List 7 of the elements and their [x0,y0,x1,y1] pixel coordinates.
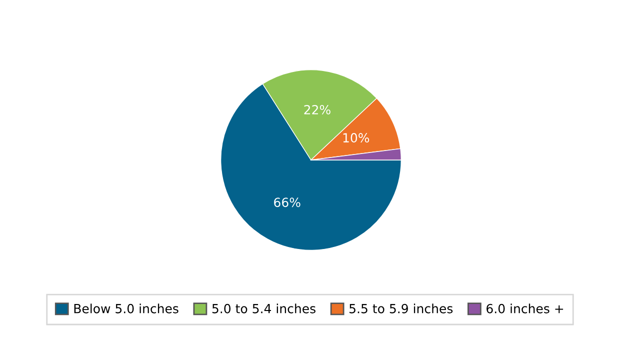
data-label: 66% [274,198,300,208]
data-label: 10% [343,133,370,143]
legend-label: 5.0 to 5.4 inches [212,304,316,314]
data-label: 22% [304,104,330,114]
legend-label: Below 5.0 inches [74,304,178,314]
legend-label: 6.0 inches + [486,304,564,314]
legend-label: 5.5 to 5.9 inches [350,304,453,314]
